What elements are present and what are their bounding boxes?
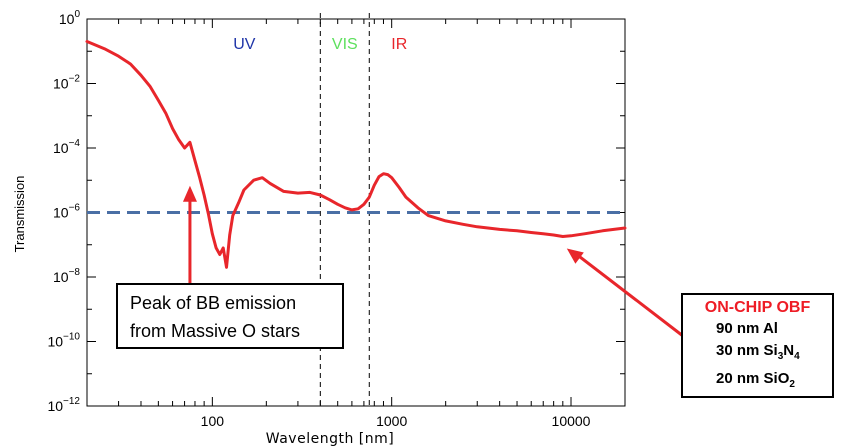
obf-arrow-head [566, 248, 584, 264]
obf-layer-si-sub: 3 [777, 351, 784, 362]
obf-layer-sio-text: 20 nm SiO [716, 370, 790, 387]
y-tick-label: 10−6 [53, 203, 80, 221]
plot-area: 100 1000 10000 100 10−2 10−4 10−6 10−8 10−10 10−1… [47, 9, 684, 429]
obf-layer-sio2: 20 nm SiO2 [716, 368, 832, 396]
y-axis-label: Transmission [12, 176, 27, 253]
y-tick-label: 100 [59, 9, 81, 27]
x-tick-label: 1000 [376, 413, 407, 429]
obf-layer-si-text: 30 nm Si [716, 342, 778, 359]
x-tick-label: 10000 [552, 413, 591, 429]
obf-layer-al-text: 90 nm Al [716, 320, 778, 337]
obf-annotation: ON-CHIP OBF 90 nm Al 30 nm Si3N4 20 nm S… [681, 293, 834, 398]
obf-layer-si3n4: 30 nm Si3N4 [716, 340, 832, 368]
y-tick-label: 10−12 [47, 396, 80, 414]
y-tick-label: 10−2 [53, 74, 80, 92]
x-axis-label: Wavelength [nm] [266, 431, 394, 446]
y-tick-label: 10−10 [47, 332, 80, 350]
obf-layer-al: 90 nm Al [716, 318, 832, 340]
region-label-uv: UV [233, 36, 256, 53]
obf-layer-n-sub: 4 [794, 351, 800, 362]
transmission-series-line [85, 40, 627, 269]
bb-annotation-line-1: Peak of BB emission [130, 293, 297, 313]
obf-arrow-shaft [575, 253, 684, 338]
obf-title: ON-CHIP OBF [704, 299, 811, 316]
bb-emission-annotation: Peak of BB emission from Massive O stars [116, 283, 344, 349]
y-tick-label: 10−8 [53, 267, 80, 285]
obf-layer-n-text: N [783, 342, 795, 359]
region-label-vis: VIS [332, 36, 358, 53]
y-tick-label: 10−4 [53, 138, 80, 156]
bb-arrow-head [182, 185, 197, 202]
region-label-ir: IR [391, 36, 407, 53]
bb-annotation-line-2: from Massive O stars [130, 321, 301, 341]
obf-layer-sio-sub: 2 [789, 379, 795, 390]
x-tick-label: 100 [201, 413, 225, 429]
